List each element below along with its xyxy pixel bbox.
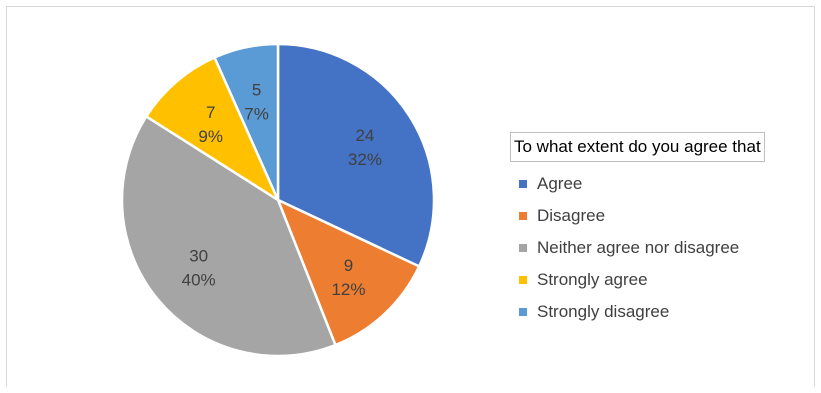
- legend-item: Neither agree nor disagree: [510, 232, 814, 264]
- legend-label: Strongly disagree: [537, 302, 670, 321]
- legend-item: Agree: [510, 168, 814, 200]
- legend: To what extent do you agree that Agree Di…: [510, 132, 814, 328]
- pie-slice-agree: [276, 42, 436, 269]
- legend-items: Agree Disagree Neither agree nor disagree S…: [510, 168, 814, 328]
- pie-slice-strongly-disagree: [212, 42, 280, 201]
- data-label-percent: 7%: [244, 104, 269, 123]
- data-label-percent: 40%: [182, 271, 216, 290]
- legend-item: Strongly agree: [510, 264, 814, 296]
- data-label-value: 30: [189, 247, 208, 266]
- data-label-value: 5: [252, 80, 261, 99]
- legend-label: Agree: [537, 174, 583, 193]
- legend-label: Disagree: [537, 206, 606, 225]
- legend-swatch: [519, 244, 527, 252]
- legend-swatch: [519, 308, 527, 316]
- pie-slice-neither-agree-nor-disagree: [120, 114, 338, 358]
- pie-slices: [120, 42, 436, 358]
- legend-item: Disagree: [510, 200, 814, 232]
- legend-swatch: [519, 276, 527, 284]
- data-label-value: 9: [344, 256, 353, 275]
- legend-swatch: [519, 212, 527, 220]
- data-label-percent: 32%: [348, 150, 382, 169]
- data-labels: 24 32% 9 12% 30 40% 7 9% 5 7%: [182, 80, 382, 299]
- data-label-percent: 12%: [331, 280, 365, 299]
- chart-frame: [6, 6, 815, 387]
- legend-label: Strongly agree: [537, 270, 648, 289]
- legend-item: Strongly disagree: [510, 296, 814, 328]
- legend-swatch: [519, 180, 527, 188]
- data-label-value: 7: [206, 103, 215, 122]
- data-label-value: 24: [355, 126, 374, 145]
- pie-slice-disagree: [275, 197, 421, 347]
- legend-label: Neither agree nor disagree: [537, 238, 740, 257]
- legend-title: To what extent do you agree that: [510, 132, 765, 162]
- data-label-percent: 9%: [198, 127, 223, 146]
- pie-slice-strongly-agree: [144, 55, 281, 204]
